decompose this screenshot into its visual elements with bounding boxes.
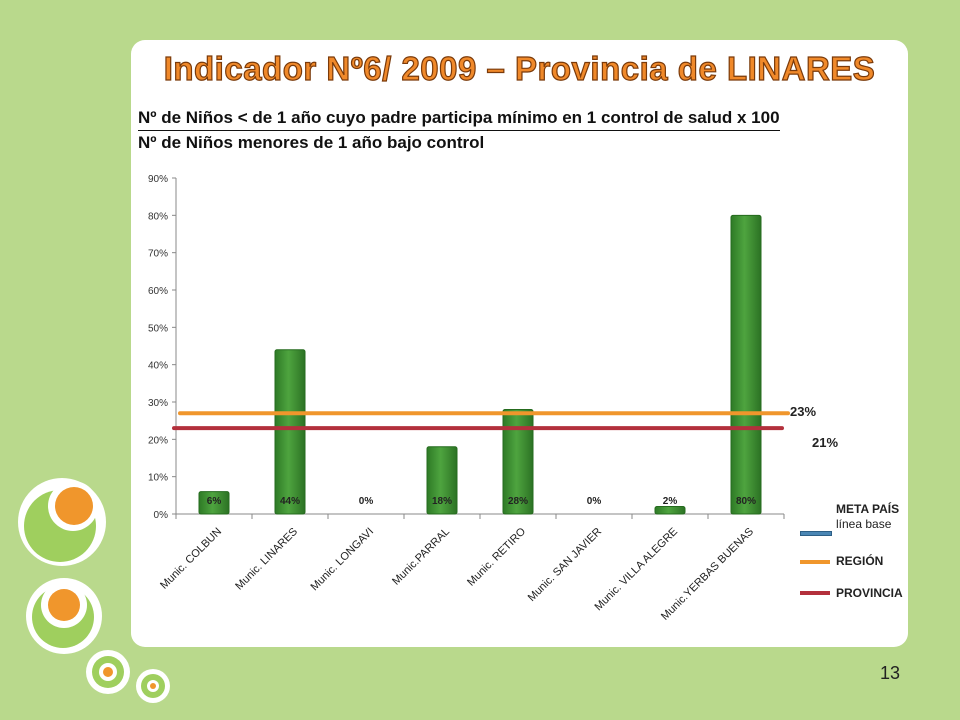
slide-title: Indicador Nº6/ 2009 – Provincia de LINAR… — [163, 49, 876, 87]
legend-label-region: REGIÓN — [836, 554, 884, 568]
data-label: 18% — [432, 496, 452, 507]
bar — [426, 446, 458, 515]
legend-label-meta-sub: línea base — [836, 517, 892, 531]
decor-circle-16 — [150, 683, 156, 689]
data-label: 80% — [736, 496, 756, 507]
legend-label-meta: META PAÍS — [836, 502, 900, 516]
y-tick-label: 0% — [154, 510, 169, 521]
data-label: 0% — [587, 496, 602, 507]
content-panel — [131, 40, 908, 647]
bar — [730, 214, 762, 515]
y-tick-label: 10% — [148, 473, 168, 484]
category-label: Munic. SAN JAVIER — [526, 526, 604, 604]
y-tick-label: 40% — [148, 361, 168, 372]
legend-swatch-meta — [800, 531, 832, 536]
category-label: Munic. COLBUN — [158, 526, 224, 592]
data-label: 2% — [663, 496, 678, 507]
bar — [654, 506, 686, 515]
data-label: 0% — [359, 496, 374, 507]
province-line-label: 21% — [812, 435, 839, 450]
decor-circle-8 — [48, 589, 80, 621]
bar — [502, 408, 534, 515]
bar — [274, 349, 306, 515]
legend-label-province: PROVINCIA — [836, 586, 903, 600]
legend-swatch-region — [800, 560, 830, 564]
y-tick-label: 20% — [148, 435, 168, 446]
region-line-label: 23% — [790, 404, 817, 419]
decor-circle-12 — [103, 667, 113, 677]
bar — [198, 491, 230, 515]
category-label: Munic. VILLA ALEGRE — [593, 526, 681, 614]
y-tick-label: 30% — [148, 398, 168, 409]
decor-circle-4 — [55, 487, 93, 525]
category-label: Munic.PARRAL — [390, 526, 452, 588]
data-label: 6% — [207, 496, 222, 507]
formula-denominator: Nº de Niños menores de 1 año bajo contro… — [138, 133, 485, 152]
category-label: Munic. LINARES — [233, 526, 300, 593]
y-tick-label: 90% — [148, 174, 168, 185]
formula: Nº de Niños < de 1 año cuyo padre partic… — [138, 106, 780, 154]
y-tick-label: 80% — [148, 211, 168, 222]
data-label: 28% — [508, 496, 528, 507]
category-label: Munic. RETIRO — [465, 525, 528, 588]
data-label: 44% — [280, 496, 300, 507]
legend-swatch-province — [800, 591, 830, 595]
y-tick-label: 50% — [148, 323, 168, 334]
page-number: 13 — [880, 663, 901, 683]
y-tick-label: 60% — [148, 286, 168, 297]
category-label: Munic. LONGAVI — [309, 526, 377, 594]
y-tick-label: 70% — [148, 249, 168, 260]
